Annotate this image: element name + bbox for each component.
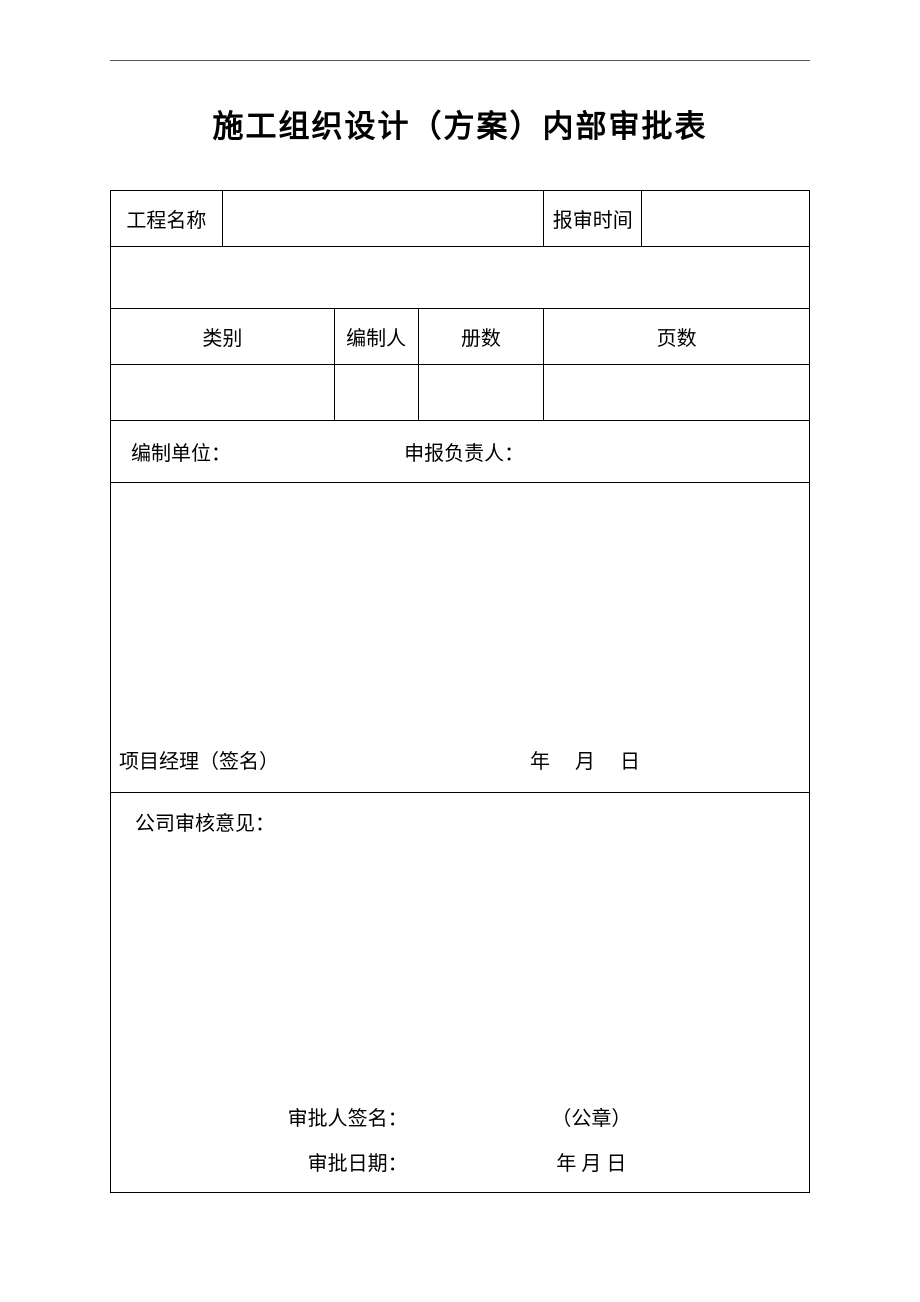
value-project-name xyxy=(222,191,544,247)
row-company-opinion: 公司审核意见： 审批人签名： （公章） 审批日期： 年 月 日 xyxy=(111,793,810,1193)
label-report-person: 申报负责人： xyxy=(404,437,809,466)
row-spacer xyxy=(111,247,810,309)
row-values xyxy=(111,365,810,421)
seal-text: （公章） xyxy=(414,1102,769,1131)
top-horizontal-rule xyxy=(110,60,810,61)
approve-date-text: 年 月 日 xyxy=(414,1147,769,1176)
label-submit-time: 报审时间 xyxy=(544,191,642,247)
header-volumes: 册数 xyxy=(418,309,544,365)
approval-form-table: 工程名称 报审时间 类别 编制人 册数 页数 编制单位： 申报负责人： 项目经理… xyxy=(110,190,810,1193)
value-category xyxy=(111,365,335,421)
row-project-name: 工程名称 报审时间 xyxy=(111,191,810,247)
pm-date-text: 年 月 日 xyxy=(279,745,801,774)
row-project-manager: 项目经理（签名） 年 月 日 xyxy=(111,483,810,793)
unit-cell: 编制单位： 申报负责人： xyxy=(111,421,810,483)
value-submit-time xyxy=(642,191,810,247)
header-category: 类别 xyxy=(111,309,335,365)
pm-cell: 项目经理（签名） 年 月 日 xyxy=(111,483,810,793)
label-approver-sign: 审批人签名： xyxy=(111,1102,414,1131)
label-compile-unit: 编制单位： xyxy=(111,437,404,466)
label-pm-sign: 项目经理（签名） xyxy=(119,745,279,774)
opinion-cell: 公司审核意见： 审批人签名： （公章） 审批日期： 年 月 日 xyxy=(111,793,810,1193)
value-compiler xyxy=(334,365,418,421)
header-pages: 页数 xyxy=(544,309,810,365)
spacer-cell xyxy=(111,247,810,309)
label-project-name: 工程名称 xyxy=(111,191,223,247)
header-compiler: 编制人 xyxy=(334,309,418,365)
document-title: 施工组织设计（方案）内部审批表 xyxy=(110,101,810,146)
label-approve-date: 审批日期： xyxy=(111,1147,414,1176)
value-pages xyxy=(544,365,810,421)
row-unit: 编制单位： 申报负责人： xyxy=(111,421,810,483)
value-volumes xyxy=(418,365,544,421)
label-company-opinion: 公司审核意见： xyxy=(111,793,809,836)
opinion-footer: 审批人签名： （公章） 审批日期： 年 月 日 xyxy=(111,1086,809,1176)
row-headers: 类别 编制人 册数 页数 xyxy=(111,309,810,365)
